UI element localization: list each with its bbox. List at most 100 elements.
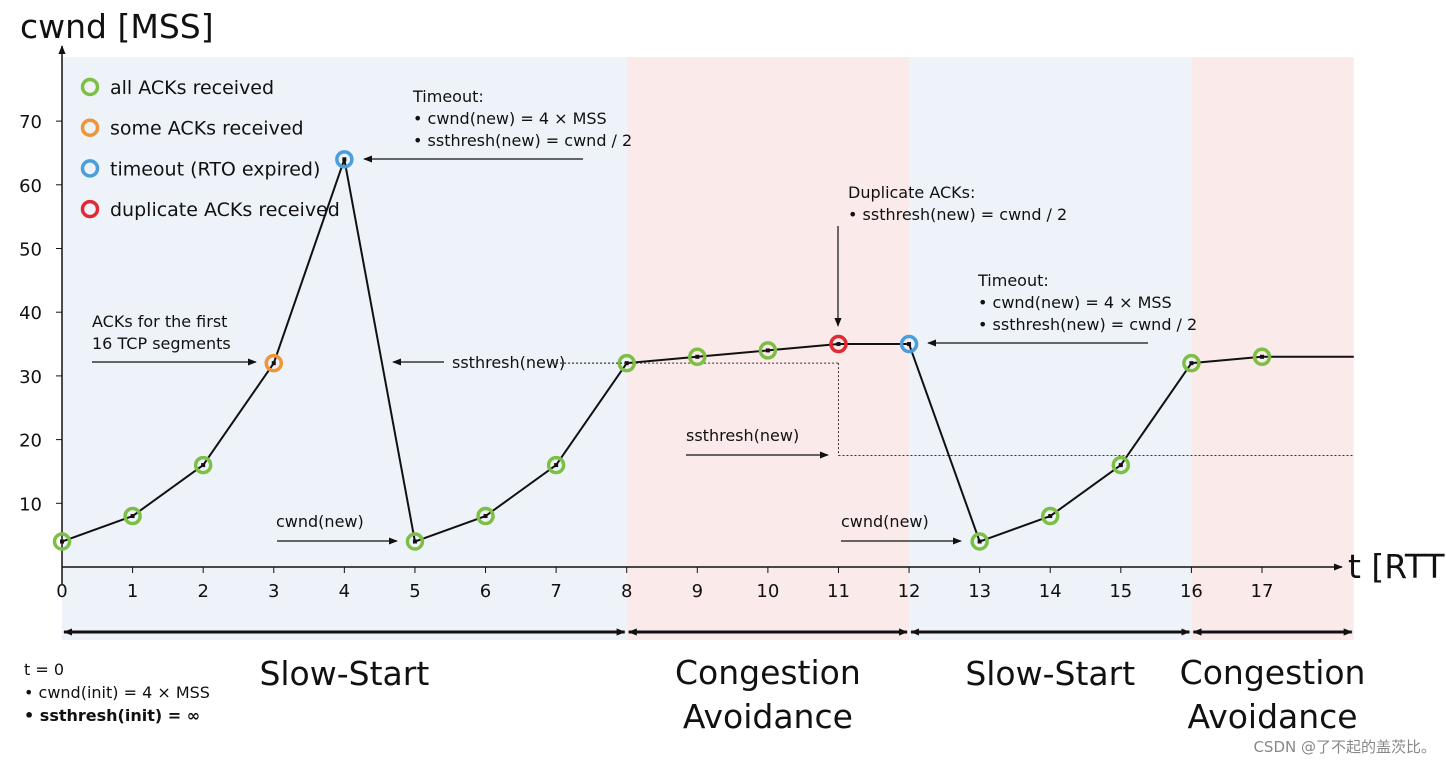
x-tick-label-4: 4 [339, 581, 350, 602]
annotation-0: ACKs for the first 16 TCP segments [92, 312, 231, 353]
legend-marker-some [80, 118, 100, 137]
annotation-5-line-0: ssthresh(new) [686, 426, 799, 445]
phase-background-0 [62, 57, 627, 640]
annotation-2: ssthresh(new) [452, 353, 565, 372]
data-point-17 [1252, 347, 1272, 367]
y-tick-label-10: 10 [19, 494, 42, 515]
data-point-15 [1111, 455, 1131, 475]
data-point-center [907, 342, 912, 347]
x-tick-label-6: 6 [480, 581, 491, 602]
annotation-6-line-0: Timeout: [977, 271, 1049, 290]
data-point-ring [829, 334, 848, 354]
data-point-ring [405, 532, 425, 551]
y-tick-label-20: 20 [19, 431, 42, 452]
data-point-ring [123, 506, 142, 526]
phase-label-0: Slow-Start [259, 654, 429, 693]
annotation-layer: ACKs for the first 16 TCP segments Timeout… [24, 87, 1436, 756]
annotation-3: cwnd(new) [276, 512, 364, 531]
y-axis-label: cwnd [MSS] [20, 7, 214, 46]
y-tick-label-50: 50 [19, 240, 42, 261]
data-point-center [483, 514, 488, 519]
data-point-6 [476, 506, 495, 526]
data-point-ring [264, 353, 284, 373]
x-tick-label-0: 0 [56, 581, 67, 602]
data-point-2 [193, 455, 213, 475]
phase-label-3: Congestion Avoidance [1180, 653, 1366, 736]
annotation-8: t = 0 • cwnd(init) = 4 × MSS • ssthresh(in… [24, 660, 210, 725]
annotation-1-line-2: • ssthresh(new) = cwnd / 2 [413, 131, 632, 150]
data-point-13 [970, 532, 989, 551]
legend-marker-timeout [80, 159, 100, 178]
x-tick-label-12: 12 [898, 581, 921, 602]
phase-background-2 [909, 57, 1192, 640]
data-point-11 [829, 334, 848, 354]
data-point-0 [52, 532, 72, 551]
x-tick-label-9: 9 [692, 581, 703, 602]
annotation-4-line-1: • ssthresh(new) = cwnd / 2 [848, 205, 1067, 224]
data-point-5 [405, 532, 425, 551]
x-tick-label-3: 3 [268, 581, 279, 602]
data-point-ring [335, 150, 354, 169]
data-point-16 [1182, 353, 1201, 373]
y-tick-label-70: 70 [19, 112, 42, 133]
annotation-7-line-0: cwnd(new) [841, 512, 929, 531]
phase-label-1: Congestion Avoidance [675, 653, 861, 736]
x-tick-label-2: 2 [197, 581, 208, 602]
data-point-ring [758, 341, 778, 360]
annotation-1-line-1: • cwnd(new) = 4 × MSS [413, 109, 607, 128]
annotation-1: Timeout: • cwnd(new) = 4 × MSS • ssthresh(… [412, 87, 632, 150]
legend-marker-dup [80, 199, 100, 219]
data-point-14 [1040, 506, 1060, 526]
data-point-center [977, 539, 982, 544]
data-point-ring [688, 347, 707, 367]
data-point-center [412, 539, 417, 544]
data-point-center [836, 342, 841, 347]
data-point-7 [546, 455, 566, 475]
phase-layer: Slow-Start Congestion Avoidance Slow-Start C… [63, 628, 1366, 736]
data-point-center [201, 463, 206, 468]
x-tick-label-10: 10 [756, 581, 779, 602]
data-point-ring [1252, 347, 1272, 367]
data-point-ring [899, 334, 919, 354]
annotation-0-line-0: ACKs for the first [92, 312, 227, 331]
legend-label-all: all ACKs received [110, 77, 274, 99]
data-point-ring [1111, 455, 1131, 475]
y-tick-label-30: 30 [19, 367, 42, 388]
data-point-8 [617, 353, 636, 373]
data-point-3 [264, 353, 284, 373]
x-axis-label: t [RTT] [1348, 547, 1446, 586]
data-point-center [554, 463, 559, 468]
data-point-ring [193, 455, 213, 475]
data-point-center [765, 348, 770, 353]
data-point-ring [52, 532, 72, 551]
annotation-8-line-1: • cwnd(init) = 4 × MSS [24, 683, 210, 702]
data-point-ring [1182, 353, 1201, 373]
x-tick-label-1: 1 [127, 581, 138, 602]
annotation-0-line-1: 16 TCP segments [92, 334, 231, 353]
x-tick-label-14: 14 [1039, 581, 1062, 602]
annotation-6: Timeout: • cwnd(new) = 4 × MSS • ssthresh(… [977, 271, 1197, 334]
phase-background-layer [62, 57, 1354, 640]
data-point-center [1260, 354, 1264, 359]
annotation-3-line-0: cwnd(new) [276, 512, 364, 531]
data-point-ring [617, 353, 636, 373]
data-point-4 [335, 150, 354, 169]
data-point-10 [758, 341, 778, 360]
data-point-ring [546, 455, 566, 475]
axis-layer: cwnd [MSS]t [RTT]01234567891011121314151… [19, 7, 1446, 602]
data-point-center [60, 539, 64, 544]
annotation-7: cwnd(new) [841, 512, 929, 531]
data-point-ring [476, 506, 495, 526]
legend: all ACKs received some ACKs received timeo… [80, 77, 340, 221]
data-point-center [695, 354, 700, 359]
watermark: CSDN @了不起的盖茨比。 [1253, 738, 1436, 756]
y-tick-label-60: 60 [19, 176, 42, 197]
legend-marker-all [80, 77, 100, 97]
legend-item-dup: duplicate ACKs received [80, 199, 340, 221]
x-tick-label-13: 13 [968, 581, 991, 602]
data-point-1 [123, 506, 142, 526]
legend-label-timeout: timeout (RTO expired) [110, 158, 320, 180]
series-layer [52, 150, 1354, 551]
x-tick-label-8: 8 [621, 581, 632, 602]
